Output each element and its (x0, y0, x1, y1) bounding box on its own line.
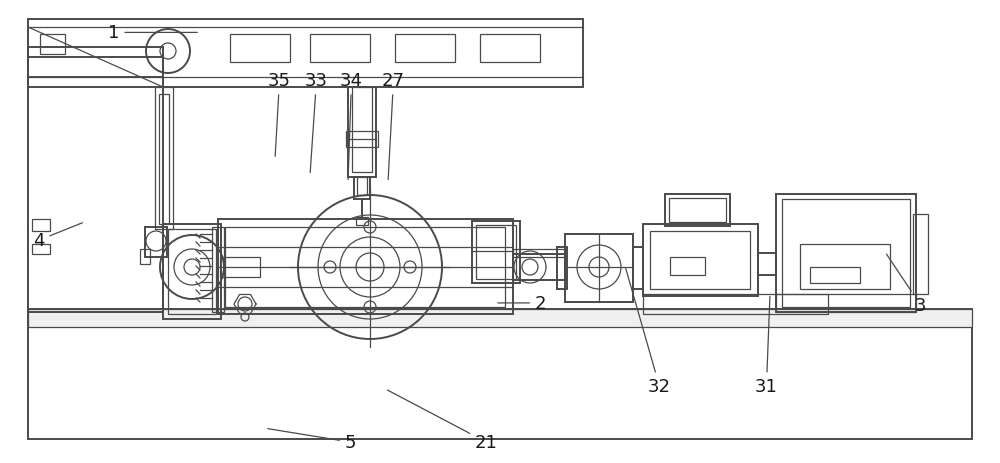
Bar (776, 194, 916, 313)
Bar (32, 244, 50, 255)
Bar (480, 35, 540, 63)
Text: +: + (365, 263, 375, 272)
Bar (28, 48, 163, 78)
Bar (346, 131, 378, 148)
Bar (168, 230, 216, 314)
Text: 21: 21 (387, 390, 498, 451)
Bar (28, 309, 972, 327)
Bar (476, 225, 516, 279)
Text: 27: 27 (382, 72, 405, 180)
Bar (800, 244, 890, 289)
Bar (913, 214, 928, 294)
Bar (212, 227, 224, 313)
Text: 1: 1 (108, 25, 197, 42)
Bar (356, 218, 368, 225)
Bar (28, 58, 163, 313)
Text: 32: 32 (626, 269, 671, 395)
Bar (472, 221, 520, 283)
Text: 34: 34 (340, 72, 363, 180)
Text: 35: 35 (268, 72, 291, 157)
Bar (643, 225, 758, 296)
Bar (145, 227, 167, 257)
Bar (565, 234, 633, 302)
Bar (670, 257, 705, 275)
Text: 4: 4 (33, 223, 82, 250)
Bar (310, 35, 370, 63)
Bar (40, 35, 65, 55)
Text: 31: 31 (755, 297, 778, 395)
Bar (633, 247, 643, 289)
Bar (357, 178, 367, 195)
Bar (758, 253, 776, 275)
Bar (513, 255, 565, 281)
Text: 5: 5 (268, 429, 357, 451)
Bar (352, 88, 372, 173)
Bar (557, 247, 567, 289)
Bar (665, 194, 730, 226)
Text: 3: 3 (887, 255, 926, 314)
Bar (643, 294, 828, 314)
Bar (782, 200, 910, 307)
Bar (28, 20, 583, 88)
Bar (163, 225, 221, 319)
Bar (28, 309, 972, 439)
Bar (354, 178, 370, 200)
Bar (650, 232, 750, 289)
Bar (32, 219, 50, 232)
Bar (155, 88, 173, 230)
Bar (159, 95, 169, 225)
Text: 33: 33 (305, 72, 328, 173)
Bar (140, 250, 150, 264)
Bar (230, 35, 290, 63)
Bar (513, 250, 565, 257)
Bar (669, 199, 726, 223)
Text: 2: 2 (498, 294, 546, 312)
Bar (225, 227, 505, 307)
Bar (348, 88, 376, 178)
Bar (776, 294, 916, 313)
Bar (395, 35, 455, 63)
Bar (220, 257, 260, 277)
Bar (810, 268, 860, 283)
Bar (218, 219, 513, 314)
